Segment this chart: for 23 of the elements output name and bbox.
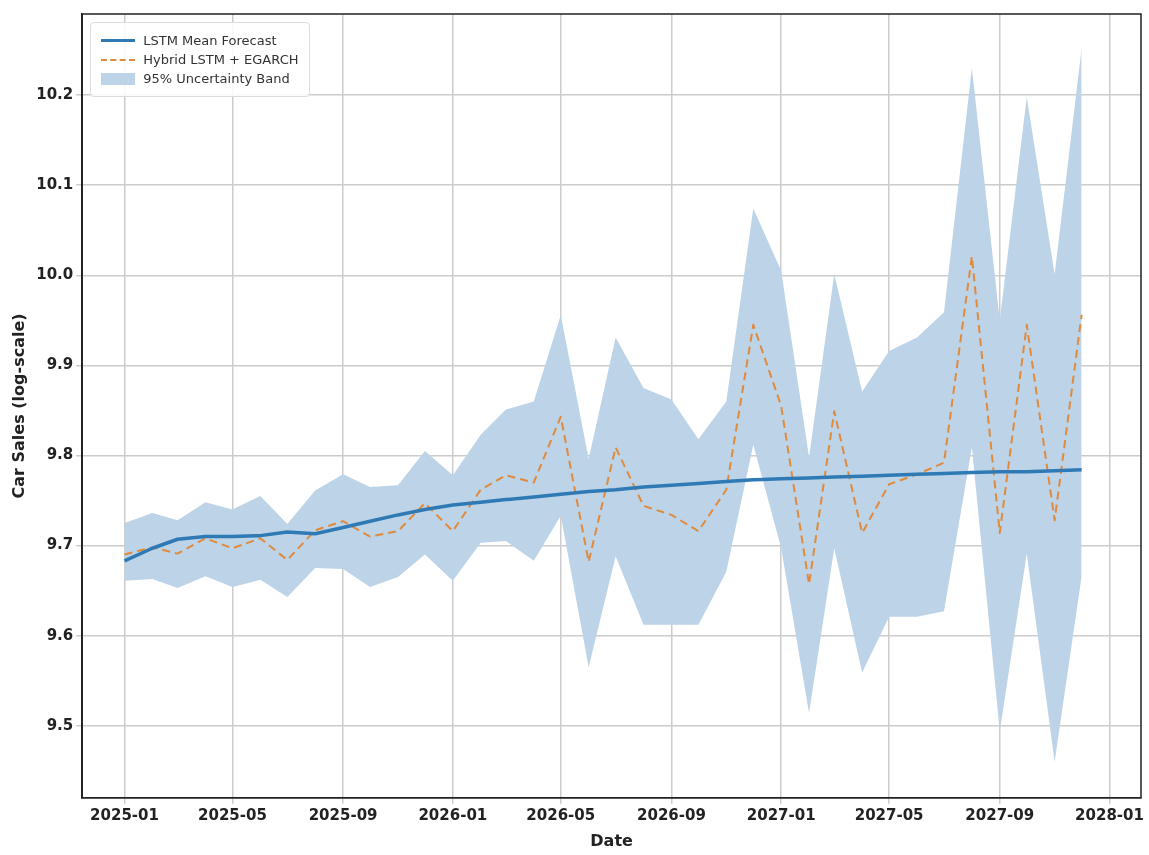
y-tick-label: 9.5: [46, 715, 74, 734]
y-tick-label: 9.6: [46, 625, 74, 644]
x-tick-label: 2025-01: [90, 805, 159, 824]
y-tick-label: 10.0: [36, 265, 74, 284]
x-tick-label: 2026-01: [418, 805, 488, 824]
x-tick-label: 2025-09: [308, 805, 378, 824]
y-tick-label: 9.9: [46, 355, 74, 374]
x-tick-label: 2026-05: [526, 805, 596, 824]
x-tick-label: 2027-09: [965, 805, 1035, 824]
x-tick-label: 2027-05: [854, 805, 924, 824]
y-tick-label: 9.7: [46, 535, 74, 554]
y-tick-label: 9.8: [46, 445, 74, 464]
legend-label: LSTM Mean Forecast: [143, 33, 277, 48]
x-tick-label: 2026-09: [637, 805, 706, 824]
legend-label: 95% Uncertainty Band: [143, 71, 290, 86]
x-tick-label: 2028-01: [1075, 805, 1144, 824]
x-tick-label: 2025-05: [198, 805, 267, 824]
legend-label: Hybrid LSTM + EGARCH: [143, 52, 299, 67]
y-axis-title: Car Sales (log-scale): [8, 313, 28, 499]
x-axis-title: Date: [590, 830, 634, 850]
x-tick-label: 2027-01: [746, 805, 816, 824]
y-tick-label: 10.1: [36, 175, 74, 194]
y-tick-label: 10.2: [36, 84, 74, 103]
